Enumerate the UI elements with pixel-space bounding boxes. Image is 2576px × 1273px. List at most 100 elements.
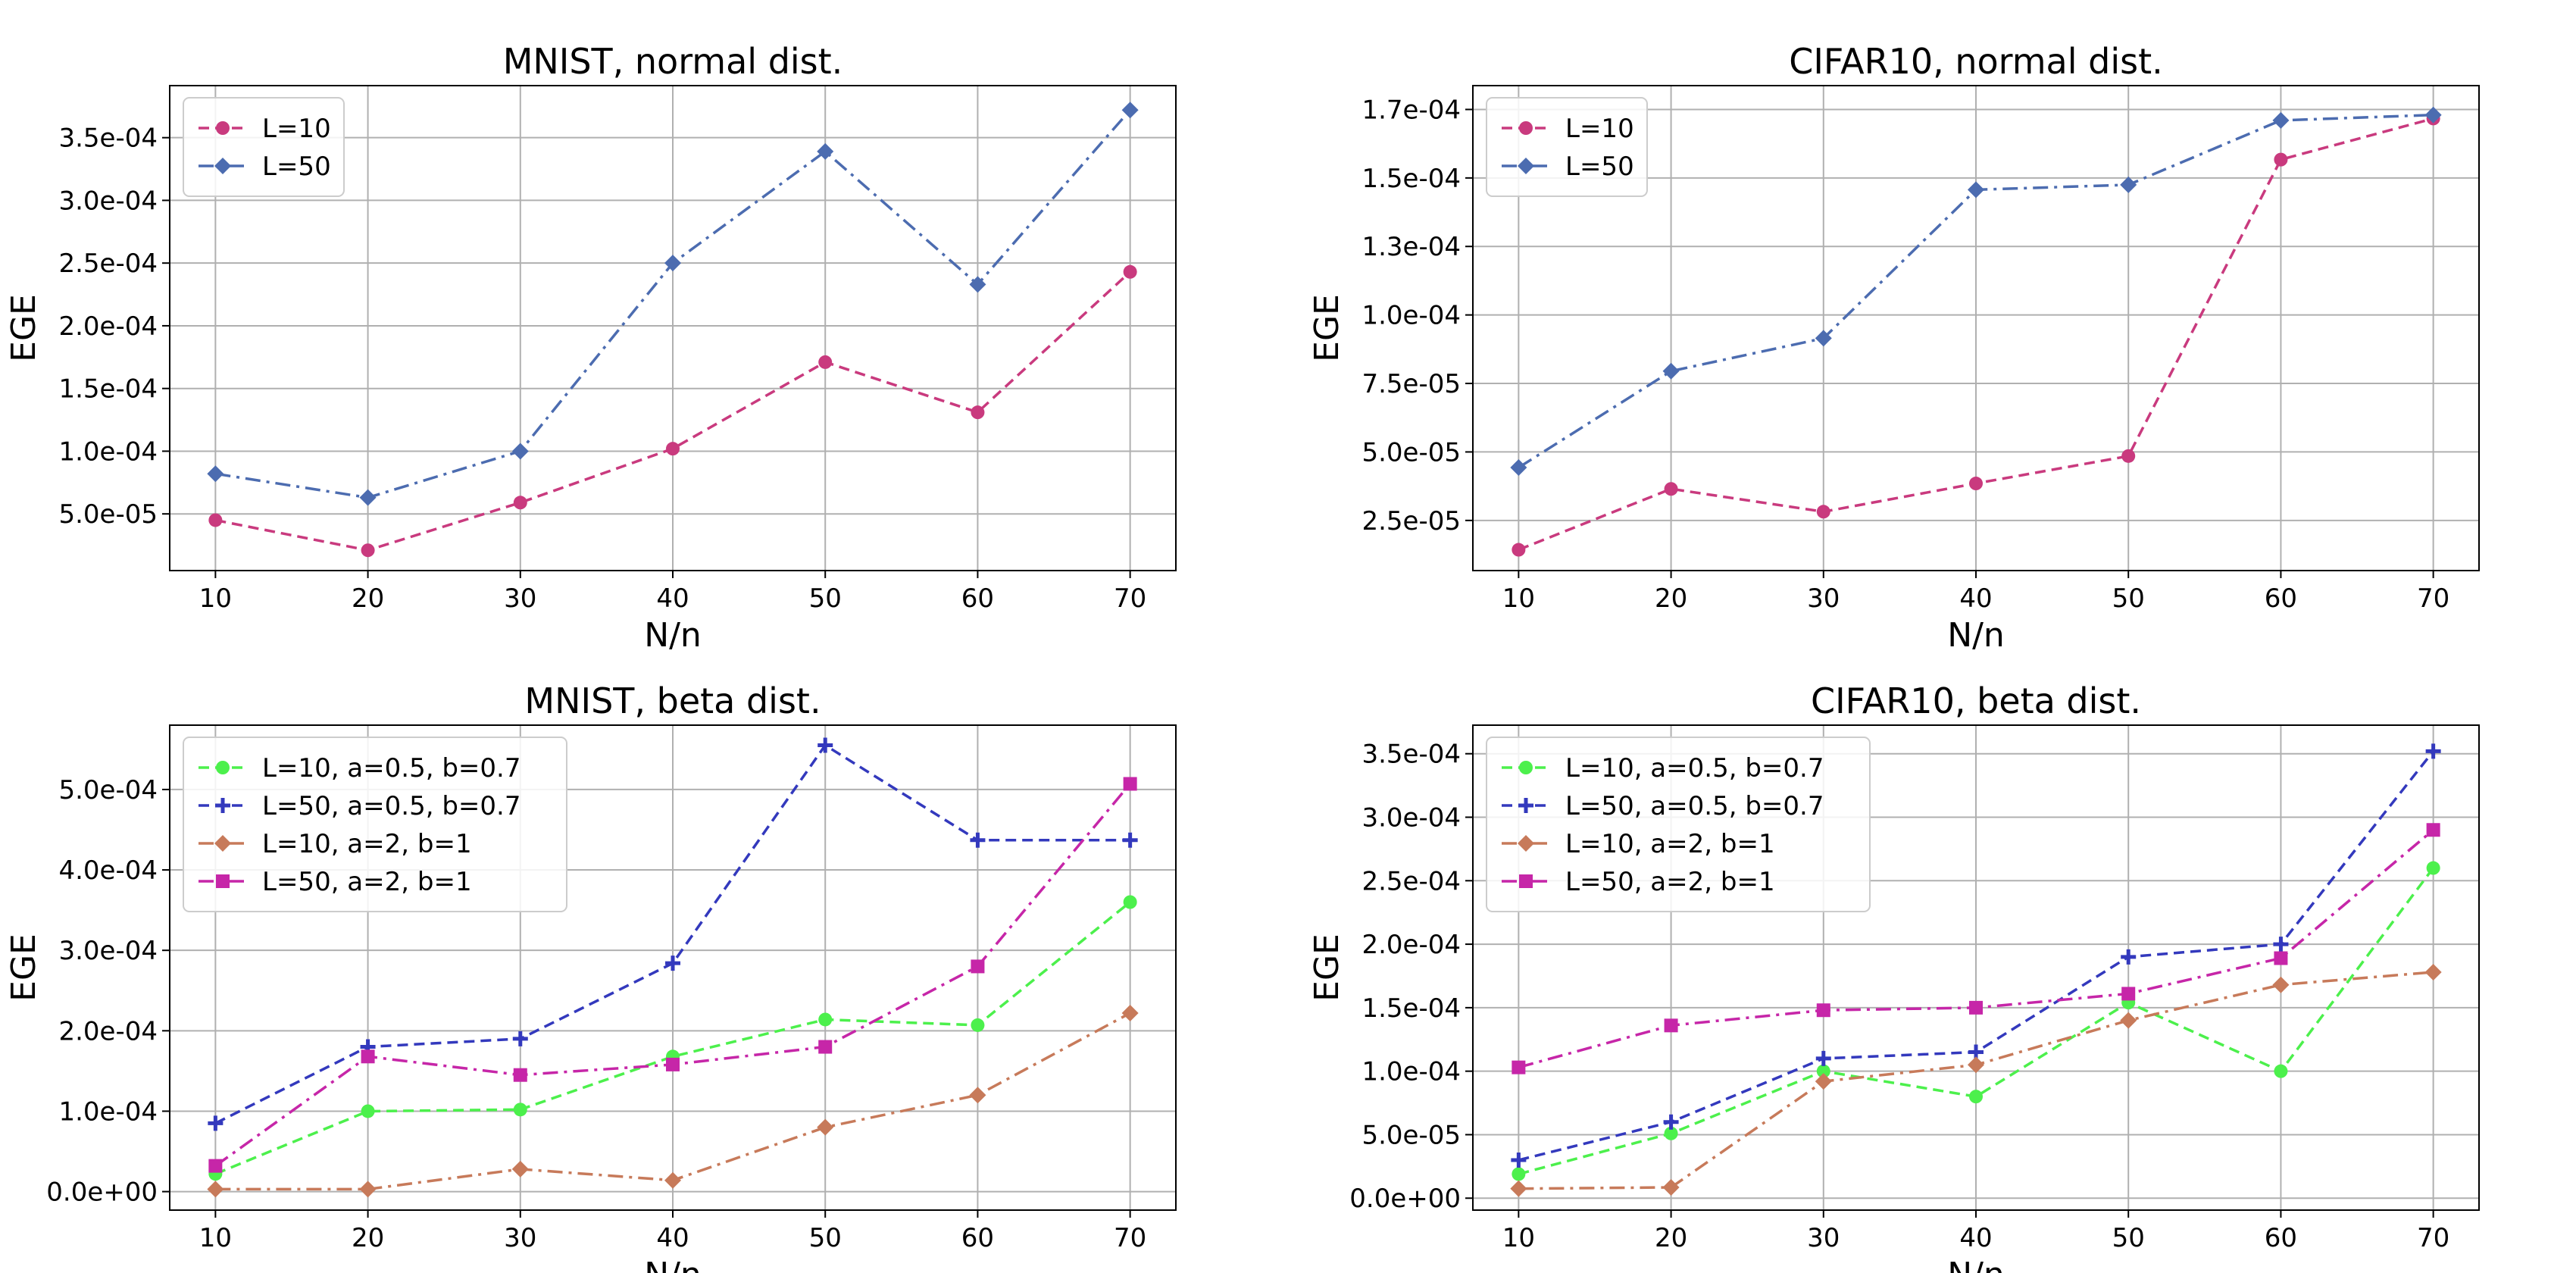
x-axis-label: N/n xyxy=(644,1256,702,1273)
legend-marker xyxy=(216,121,230,135)
y-tick-label: 1.3e-04 xyxy=(1361,232,1461,262)
y-tick-label: 2.5e-05 xyxy=(1361,506,1461,536)
x-axis-label: N/n xyxy=(1947,1256,2005,1273)
x-tick-label: 40 xyxy=(656,583,689,614)
data-point xyxy=(1968,181,1984,199)
series-l-50 xyxy=(1510,106,2442,477)
data-point xyxy=(969,276,986,293)
series-l-10-a-2-b-1 xyxy=(1510,963,2442,1197)
chart-title: MNIST, beta dist. xyxy=(524,680,821,721)
data-point xyxy=(665,956,680,971)
series-l-50-a-0-5-b-0-7 xyxy=(1511,743,2441,1168)
data-point xyxy=(971,959,985,974)
x-tick-label: 20 xyxy=(1655,583,1687,614)
data-point xyxy=(817,1118,834,1136)
data-point xyxy=(2121,449,2136,463)
data-point xyxy=(970,832,986,848)
x-tick-label: 70 xyxy=(2417,583,2449,614)
x-tick-label: 20 xyxy=(352,1223,384,1253)
x-tick-label: 50 xyxy=(2112,1223,2145,1253)
data-point xyxy=(1123,895,1137,909)
data-point xyxy=(2274,951,2288,965)
legend-marker xyxy=(1519,761,1533,774)
y-tick-label: 3.0e-04 xyxy=(58,936,158,966)
legend: L=10 L=50 xyxy=(183,97,345,197)
data-point xyxy=(1968,1056,1984,1074)
x-tick-label: 20 xyxy=(352,583,384,614)
x-tick-label: 60 xyxy=(961,583,994,614)
data-point xyxy=(1512,543,1526,557)
data-point xyxy=(2425,743,2441,759)
y-tick-label: 2.0e-04 xyxy=(1361,930,1461,960)
chart-title: MNIST, normal dist. xyxy=(503,41,843,82)
y-tick-label: 1.5e-04 xyxy=(1361,164,1461,194)
x-tick-label: 10 xyxy=(1502,1223,1535,1253)
legend-marker xyxy=(1519,874,1533,888)
data-point xyxy=(2274,152,2288,167)
data-point xyxy=(1512,1060,1526,1074)
data-point xyxy=(1664,1126,1678,1140)
data-point xyxy=(1122,832,1138,848)
data-point xyxy=(1662,362,1680,380)
chart-panel-4: 10 20 30 40 50 60 70 0.0e+00 5.0e-05 1.0e-04 1.5e-… xyxy=(1308,680,2480,1273)
data-point xyxy=(2426,861,2440,875)
data-point xyxy=(359,1181,377,1198)
legend-marker xyxy=(1518,158,1534,174)
data-point xyxy=(208,1115,224,1131)
data-point xyxy=(2121,949,2137,965)
chart-panel-1: 10 20 30 40 50 60 70 5.0e-05 1.0e-04 1.5e-04 2.0e-… xyxy=(5,41,1177,655)
x-tick-label: 70 xyxy=(2417,1223,2449,1253)
data-point xyxy=(511,443,529,460)
data-point xyxy=(359,489,377,506)
x-tick-label: 20 xyxy=(1655,1223,1687,1253)
legend-label: L=50 xyxy=(262,152,331,182)
data-point xyxy=(513,496,527,510)
y-tick-label: 5.0e-05 xyxy=(1361,1120,1461,1150)
legend-marker xyxy=(1518,835,1534,852)
y-tick-label: 3.5e-04 xyxy=(58,124,158,154)
x-tick-label: 30 xyxy=(1807,583,1840,614)
y-tick-label: 1.0e-04 xyxy=(58,436,158,467)
data-point xyxy=(208,513,223,527)
series-l-50-a-2-b-1 xyxy=(1512,823,2440,1074)
data-point xyxy=(971,1018,985,1032)
legend-marker xyxy=(214,835,231,852)
data-point xyxy=(1969,1000,1983,1015)
data-point xyxy=(1121,1004,1139,1021)
x-tick-label: 70 xyxy=(1114,583,1146,614)
series-l-10-a-0-5-b-0-7 xyxy=(1512,861,2440,1181)
series-l-50-a-0-5-b-0-7 xyxy=(208,737,1138,1131)
data-point xyxy=(1816,505,1830,519)
y-tick-label: 5.0e-05 xyxy=(58,499,158,530)
y-tick-label: 1.5e-04 xyxy=(58,374,158,405)
data-point xyxy=(1123,777,1137,791)
x-tick-label: 10 xyxy=(199,583,232,614)
data-point xyxy=(1512,1167,1526,1181)
x-tick-label: 60 xyxy=(2265,1223,2297,1253)
legend-label: L=50, a=2, b=1 xyxy=(262,867,472,897)
data-point xyxy=(207,465,224,483)
y-tick-label: 2.0e-04 xyxy=(58,1016,158,1046)
data-point xyxy=(511,1160,529,1178)
legend-label: L=10, a=0.5, b=0.7 xyxy=(262,753,521,784)
legend-marker xyxy=(215,798,230,813)
y-tick-label: 0.0e+00 xyxy=(1349,1184,1461,1214)
data-point xyxy=(1662,1179,1680,1196)
legend: L=10, a=0.5, b=0.7 L=50, a=0.5, b=0.7 L=10… xyxy=(183,737,567,912)
data-point xyxy=(1664,482,1678,496)
chart-panel-3: 10 20 30 40 50 60 70 0.0e+00 1.0e-04 2.0e-04 3.0e-… xyxy=(5,680,1177,1273)
legend-label: L=10 xyxy=(1565,114,1634,144)
y-tick-label: 1.0e-04 xyxy=(1361,301,1461,331)
chart-panel-2: 10 20 30 40 50 60 70 2.5e-05 5.0e-05 7.5e-05 1.0e-… xyxy=(1308,41,2480,655)
y-tick-label: 3.0e-04 xyxy=(58,186,158,216)
y-tick-label: 2.5e-04 xyxy=(58,249,158,279)
data-point xyxy=(664,1171,681,1189)
data-point xyxy=(1121,102,1139,119)
y-tick-label: 5.0e-04 xyxy=(58,775,158,805)
data-point xyxy=(664,255,681,272)
x-tick-label: 40 xyxy=(656,1223,689,1253)
x-axis-label: N/n xyxy=(1947,616,2005,655)
data-point xyxy=(513,1103,527,1117)
data-point xyxy=(1815,1050,1831,1066)
